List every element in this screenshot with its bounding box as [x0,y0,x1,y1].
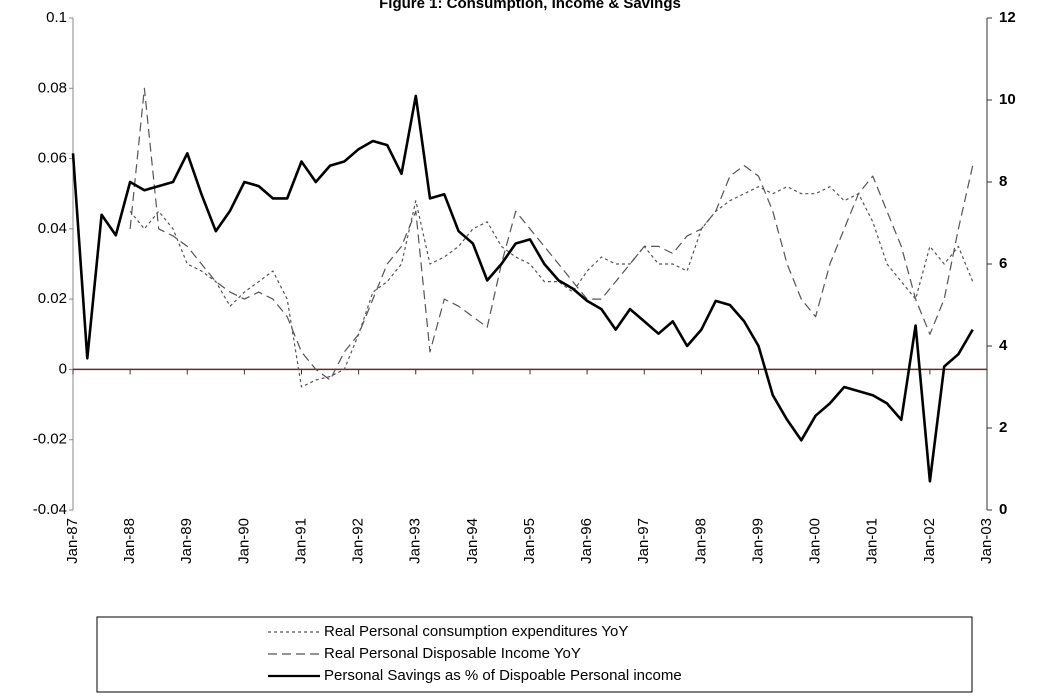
legend-box [96,616,973,693]
series-line [129,186,974,388]
x-tick-label: Jan-96 [578,518,595,564]
chart-title: Figure 1: Consumption, Income & Savings [379,0,681,12]
legend-label: Real Personal consumption expenditures Y… [324,623,628,640]
y2-tick-label: 8 [999,173,1007,190]
y-tick-label: 0.08 [38,79,67,96]
x-tick-label: Jan-95 [521,518,538,564]
x-tick-label: Jan-99 [749,518,766,564]
x-tick-label: Jan-01 [864,518,881,564]
y-tick-label: 0.1 [46,9,67,26]
y-tick-label: 0.06 [38,150,67,167]
y2-tick-label: 2 [999,419,1007,436]
x-tick-label: Jan-87 [64,518,81,564]
x-tick-label: Jan-92 [350,518,367,564]
y2-tick-label: 10 [999,91,1016,108]
x-tick-label: Jan-88 [121,518,138,564]
x-tick-label: Jan-00 [807,518,824,564]
series-line [71,94,974,483]
series-line [129,87,974,381]
y2-tick-label: 6 [999,255,1007,272]
x-tick-label: Jan-98 [692,518,709,564]
x-tick-label: Jan-97 [635,518,652,564]
y2-tick-label: 4 [999,337,1008,354]
y-tick-label: -0.02 [33,431,67,448]
x-tick-label: Jan-90 [235,518,252,564]
y-tick-label: 0.02 [38,290,67,307]
y-tick-label: -0.04 [33,501,67,518]
y-tick-label: 0.04 [38,220,67,237]
x-tick-label: Jan-03 [978,518,995,564]
x-tick-label: Jan-93 [407,518,424,564]
x-tick-label: Jan-89 [178,518,195,564]
legend-label: Real Personal Disposable Income YoY [324,645,581,662]
x-tick-label: Jan-02 [921,518,938,564]
y2-tick-label: 12 [999,9,1016,26]
legend-label: Personal Savings as % of Dispoable Perso… [324,667,682,684]
x-tick-label: Jan-91 [292,518,309,564]
x-tick-label: Jan-94 [464,518,481,564]
y2-tick-label: 0 [999,501,1007,518]
y-tick-label: 0 [59,360,67,377]
